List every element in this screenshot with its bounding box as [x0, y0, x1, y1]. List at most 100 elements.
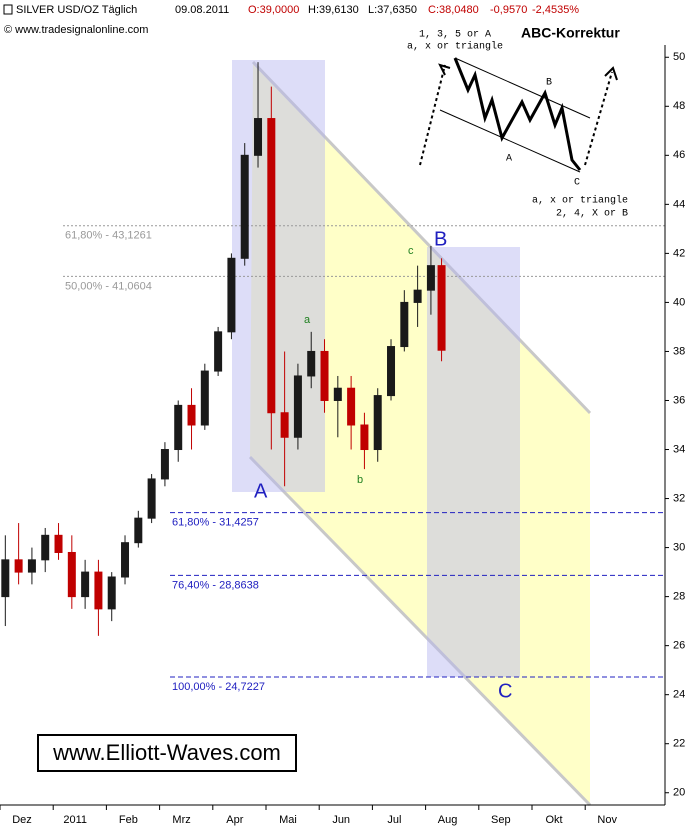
candle-body — [160, 449, 169, 480]
x-tick-label: Okt — [545, 814, 562, 826]
y-tick-label: 26 — [673, 640, 685, 652]
candle-body — [333, 387, 342, 401]
candle-body — [347, 387, 356, 426]
candle-body — [54, 534, 63, 553]
candle-body — [413, 289, 422, 303]
inset-channel — [454, 57, 591, 119]
header-change-pct: -2,4535% — [532, 4, 579, 16]
candle-body — [227, 257, 236, 333]
wave-label: C — [498, 680, 512, 702]
inset-arrow — [438, 63, 451, 76]
x-tick-label: Jul — [387, 814, 401, 826]
inset-note: 2, 4, X or B — [556, 209, 628, 220]
source: © www.tradesignalonline.com — [4, 24, 148, 36]
candle-body — [320, 350, 329, 401]
level-label: 61,80% - 43,1261 — [65, 230, 152, 242]
header-low: L:37,6350 — [368, 4, 417, 16]
y-tick-label: 24 — [673, 689, 685, 701]
y-tick-label: 38 — [673, 345, 685, 357]
y-tick-label: 48 — [673, 100, 685, 112]
inset-note: 1, 3, 5 or A — [419, 30, 491, 41]
candle-body — [41, 534, 50, 561]
candle-body — [14, 559, 23, 573]
y-tick-label: 30 — [673, 541, 685, 553]
candle-body — [94, 571, 103, 610]
candle-body — [187, 404, 196, 426]
x-tick-label: 2011 — [63, 814, 87, 826]
candle-body — [280, 412, 289, 438]
level-label: 76,40% - 28,8638 — [172, 579, 259, 591]
channel-upper — [251, 60, 592, 415]
candle-body — [1, 559, 10, 598]
candle-body — [360, 424, 369, 451]
inset-label: A — [506, 154, 512, 165]
icon — [3, 4, 13, 15]
y-tick-label: 44 — [673, 198, 685, 210]
y-tick-label: 40 — [673, 296, 685, 308]
x-tick-label: Mrz — [172, 814, 190, 826]
x-tick-label: Feb — [119, 814, 138, 826]
watermark: www.Elliott-Waves.com — [52, 740, 281, 765]
candle-body — [400, 301, 409, 348]
header-open: O:39,0000 — [248, 4, 299, 16]
inset-note: a, x or triangle — [532, 195, 628, 207]
candle-body — [27, 559, 36, 573]
inset-label: B — [546, 78, 552, 89]
inset-line — [419, 64, 446, 166]
y-tick-label: 22 — [673, 738, 685, 750]
inset-title: ABC-Korrektur — [521, 25, 620, 41]
candle-body — [426, 265, 435, 291]
x-tick-label: Aug — [438, 814, 458, 826]
y-tick-label: 34 — [673, 443, 685, 455]
date: 09.08.2011 — [175, 4, 229, 16]
level-label: 61,80% - 31,4257 — [172, 517, 259, 529]
candle-body — [437, 265, 446, 351]
x-tick-label: Apr — [226, 814, 243, 826]
candle-body — [174, 404, 183, 451]
candle-body — [254, 118, 263, 156]
candle-body — [147, 478, 156, 519]
inset-line — [584, 71, 613, 166]
header-close: C:38,0480 — [428, 4, 479, 16]
header-high: H:39,6130 — [308, 4, 359, 16]
candle-body — [121, 542, 130, 578]
y-tick-label: 46 — [673, 149, 685, 161]
candle-body — [240, 154, 249, 259]
candle-body — [200, 370, 209, 426]
wave-label: b — [357, 474, 363, 486]
x-tick-label: Dez — [12, 814, 32, 826]
levels: 61,80% - 43,1261 50,00% - 41,0604 61,80% -… — [63, 225, 665, 693]
candle-body — [134, 517, 143, 544]
y-tick-label: 32 — [673, 492, 685, 504]
inset-channel — [439, 109, 581, 173]
candle-body — [293, 375, 302, 438]
y-tick-label: 42 — [673, 247, 685, 259]
level-label: 100,00% - 24,7227 — [172, 681, 265, 693]
y-tick-label: 36 — [673, 394, 685, 406]
x-tick-label: Mai — [279, 814, 297, 826]
channel-lower — [248, 455, 592, 807]
inset: ABC-Korrektur 1, 3, 5 or A a, x or trian… — [407, 25, 628, 220]
candle-body — [387, 346, 396, 397]
inset-label: C — [574, 178, 580, 189]
x-tick-label: Jun — [332, 814, 350, 826]
title: SILVER USD/OZ Täglich — [16, 4, 137, 16]
channel — [250, 62, 590, 805]
wave-label: A — [254, 480, 268, 502]
header-change: -0,9570 — [490, 4, 527, 16]
candle-body — [267, 118, 276, 414]
candle-body — [81, 571, 90, 598]
wave-label: c — [408, 245, 414, 257]
watermark-box — [37, 734, 297, 772]
inset-arrow — [604, 66, 618, 81]
candles — [1, 62, 446, 636]
candle-body — [67, 551, 76, 598]
candle-body — [107, 576, 116, 610]
inset-note: a, x or triangle — [407, 41, 503, 53]
x-tick-label: Nov — [597, 814, 617, 826]
y-tick-label: 28 — [673, 591, 685, 603]
y-tick-label: 50 — [673, 51, 685, 63]
y-tick-label: 20 — [673, 787, 685, 799]
candle-body — [307, 350, 316, 377]
